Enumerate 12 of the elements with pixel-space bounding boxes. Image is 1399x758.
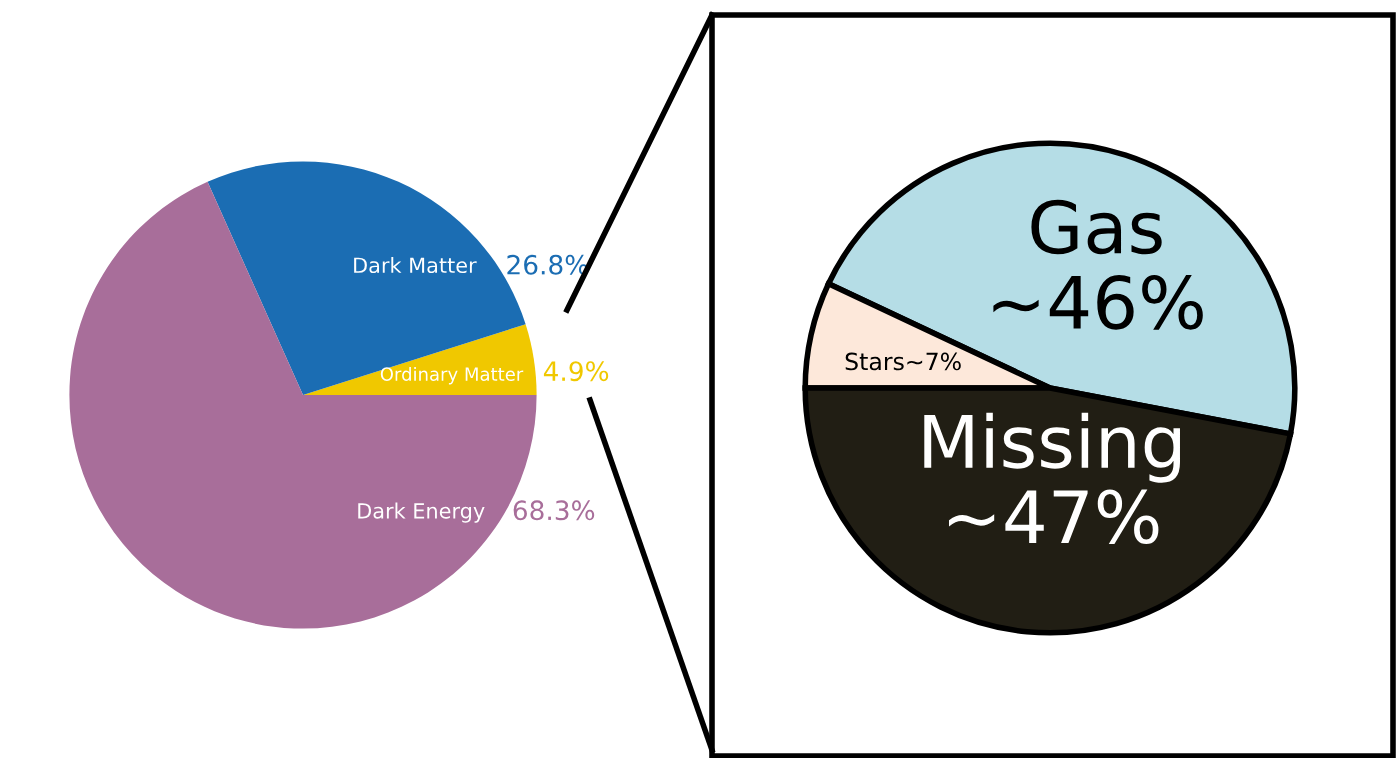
slice-label: Dark Energy — [358, 502, 485, 523]
data-label: ~46% — [993, 275, 1203, 330]
data-label: 4.9% — [543, 361, 609, 382]
slice-label: Gas — [1031, 199, 1162, 255]
slice-label: Missing — [924, 412, 1180, 483]
pie-slice — [303, 324, 537, 395]
slice-label: Dark Matter — [354, 257, 477, 274]
data-label: ~47% — [949, 489, 1159, 545]
data-label: 68.3% — [513, 500, 595, 521]
slice-label: Ordinary Matter — [380, 366, 524, 385]
data-label: 26.8% — [507, 254, 588, 275]
slice-label: Stars~7% — [845, 352, 961, 371]
